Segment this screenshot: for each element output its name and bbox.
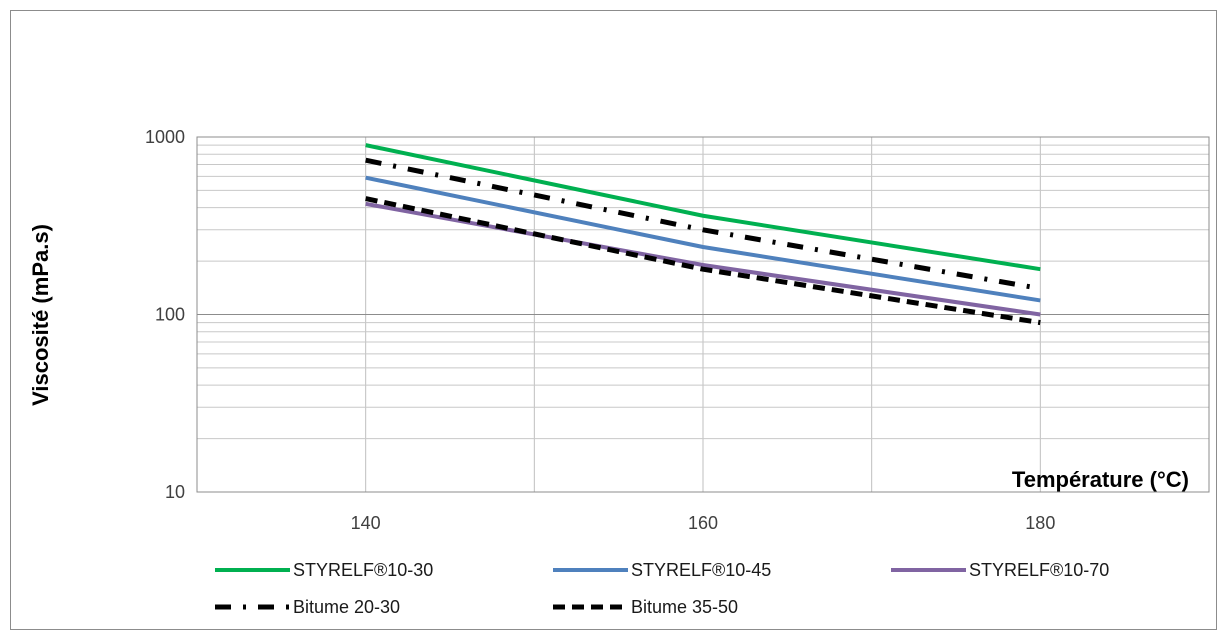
- tick-labels: 10 100 1000 140 160 180: [145, 127, 1055, 533]
- legend-label: Bitume 20-30: [293, 597, 400, 617]
- y-tick-label: 1000: [145, 127, 185, 147]
- grid: [197, 137, 1209, 492]
- x-tick-label: 180: [1025, 513, 1055, 533]
- y-tick-label: 10: [165, 482, 185, 502]
- legend-label: STYRELF®10-45: [631, 560, 771, 580]
- x-tick-label: 160: [688, 513, 718, 533]
- legend: STYRELF®10-30 STYRELF®10-45 STYRELF®10-70 B…: [215, 560, 1109, 617]
- x-axis-title: Température (°C): [1012, 467, 1189, 492]
- legend-label: STYRELF®10-70: [969, 560, 1109, 580]
- y-tick-label: 100: [155, 305, 185, 325]
- legend-label: Bitume 35-50: [631, 597, 738, 617]
- y-axis-title: Viscosité (mPa.s): [28, 224, 53, 406]
- legend-label: STYRELF®10-30: [293, 560, 433, 580]
- x-tick-label: 140: [351, 513, 381, 533]
